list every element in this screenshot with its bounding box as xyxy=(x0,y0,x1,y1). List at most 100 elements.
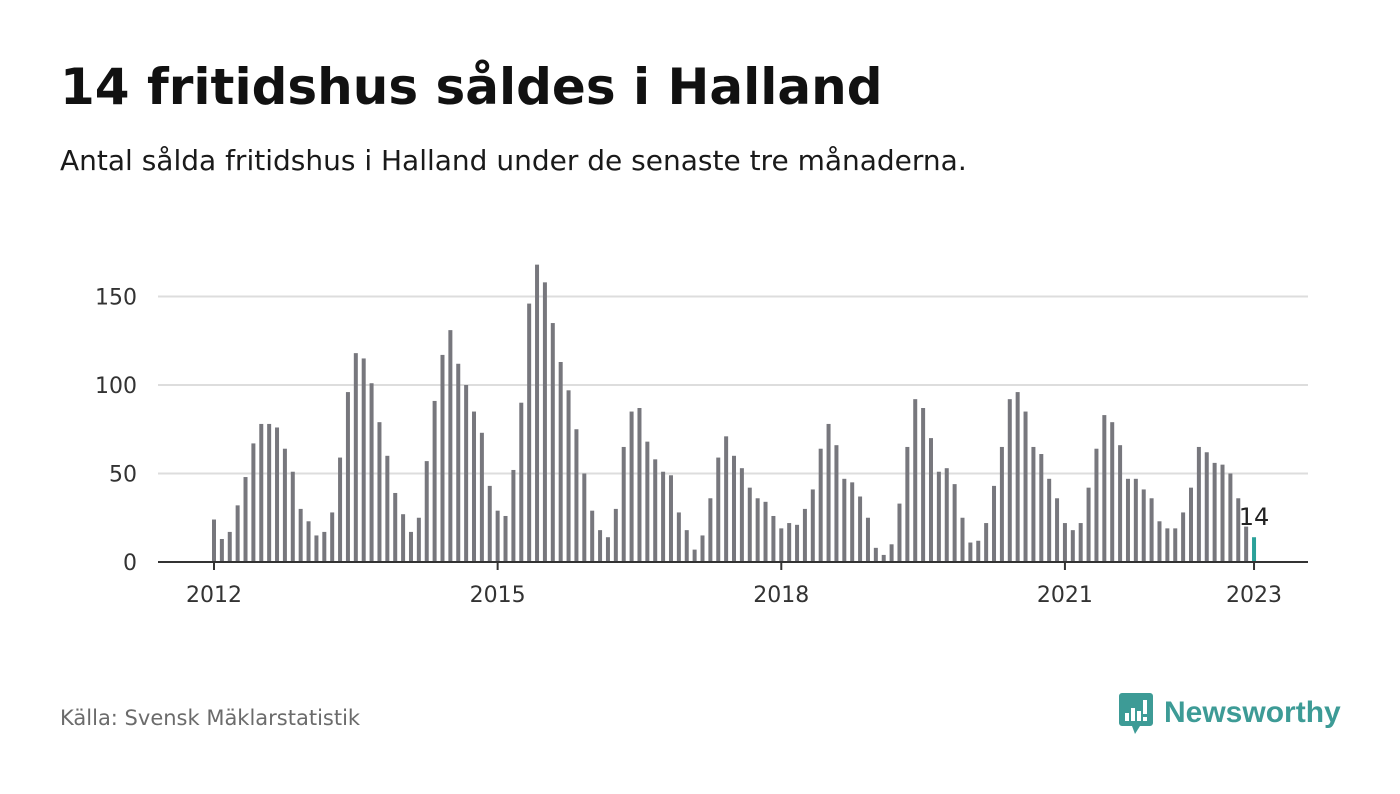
bar xyxy=(763,501,768,562)
y-axis-ticks: 0 50 100 150 xyxy=(95,286,137,577)
x-tick-label: 2012 xyxy=(186,583,242,608)
bar xyxy=(275,427,280,562)
bar xyxy=(834,445,839,562)
bar xyxy=(259,423,264,562)
bar xyxy=(984,523,989,562)
bar xyxy=(668,475,673,562)
bar xyxy=(999,446,1004,562)
bar xyxy=(724,436,729,562)
bar xyxy=(1055,498,1060,562)
brand-name: Newsworthy xyxy=(1164,696,1341,729)
bar xyxy=(1220,464,1225,562)
bar xyxy=(377,422,382,562)
x-tick-label: 2015 xyxy=(470,583,526,608)
bar xyxy=(1173,528,1178,562)
bar xyxy=(936,471,941,562)
bar xyxy=(440,354,445,562)
bar xyxy=(1196,446,1201,562)
bar xyxy=(873,547,878,562)
page-subtitle: Antal sålda fritidshus i Halland under d… xyxy=(60,144,967,177)
bar xyxy=(952,484,957,562)
bar xyxy=(1149,498,1154,562)
bar xyxy=(558,361,563,562)
bar xyxy=(267,423,272,562)
bar xyxy=(1236,498,1241,562)
bar xyxy=(976,540,981,562)
bar xyxy=(1157,521,1162,562)
bar xyxy=(1228,473,1233,562)
bar xyxy=(858,496,863,562)
bar xyxy=(629,411,634,562)
bar xyxy=(897,503,902,562)
bar xyxy=(1047,478,1052,562)
bar xyxy=(1165,528,1170,562)
bar xyxy=(1102,415,1107,562)
bar xyxy=(1110,422,1115,562)
x-tick-label: 2021 xyxy=(1037,583,1093,608)
x-axis-ticks: 2012 2015 2018 2021 2023 xyxy=(186,562,1282,608)
bar xyxy=(621,446,626,562)
bar xyxy=(1118,445,1123,562)
bar xyxy=(1023,411,1028,562)
bar xyxy=(212,519,216,562)
y-tick-label: 50 xyxy=(109,463,137,488)
bar xyxy=(732,455,737,562)
bars xyxy=(212,264,1257,562)
bar xyxy=(322,531,327,562)
bar xyxy=(314,535,319,562)
bar xyxy=(708,498,713,562)
bar xyxy=(282,448,287,562)
bar xyxy=(802,508,807,562)
bar xyxy=(944,468,949,562)
bar xyxy=(306,521,311,562)
bar xyxy=(1204,452,1209,562)
bar xyxy=(550,323,555,562)
y-tick-label: 150 xyxy=(95,286,137,311)
bar xyxy=(645,441,650,562)
bar xyxy=(755,498,760,562)
bar xyxy=(739,468,744,562)
bar xyxy=(566,390,571,562)
bar xyxy=(700,535,705,562)
source-note: Källa: Svensk Mäklarstatistik xyxy=(60,706,361,730)
bar xyxy=(1007,399,1012,562)
bar xyxy=(542,282,547,562)
bar xyxy=(637,408,642,562)
bar xyxy=(1133,478,1138,562)
bar xyxy=(771,515,776,562)
bar xyxy=(511,469,516,562)
bar xyxy=(598,530,603,562)
bar xyxy=(921,408,926,562)
bar xyxy=(1086,487,1091,562)
bar xyxy=(795,524,800,562)
bar xyxy=(716,457,721,562)
bar xyxy=(928,438,933,562)
bar xyxy=(393,492,398,562)
highlight-value-label: 14 xyxy=(1239,503,1270,531)
bar xyxy=(590,510,595,562)
bar xyxy=(992,485,997,562)
bar xyxy=(1141,489,1146,562)
bar xyxy=(850,482,855,562)
bar xyxy=(472,411,477,562)
bar xyxy=(464,385,469,562)
bar xyxy=(1070,530,1075,562)
bar xyxy=(519,402,524,562)
bar xyxy=(605,537,610,562)
bar xyxy=(810,489,815,562)
bar xyxy=(968,542,973,562)
bar xyxy=(456,363,461,562)
bar xyxy=(251,443,256,562)
bar xyxy=(503,515,508,562)
bar xyxy=(338,457,343,562)
bar xyxy=(1015,392,1020,562)
bar xyxy=(385,455,390,562)
bar xyxy=(574,429,579,562)
bar xyxy=(818,448,823,562)
bar xyxy=(408,531,413,562)
bar xyxy=(787,523,792,562)
bar xyxy=(401,514,406,562)
bar xyxy=(889,544,894,562)
bar xyxy=(219,538,224,562)
